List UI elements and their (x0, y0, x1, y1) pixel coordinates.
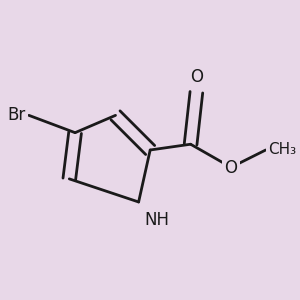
Text: NH: NH (144, 211, 169, 229)
Text: CH₃: CH₃ (268, 142, 297, 158)
Text: O: O (224, 159, 238, 177)
Text: O: O (190, 68, 203, 86)
Text: Br: Br (8, 106, 26, 124)
